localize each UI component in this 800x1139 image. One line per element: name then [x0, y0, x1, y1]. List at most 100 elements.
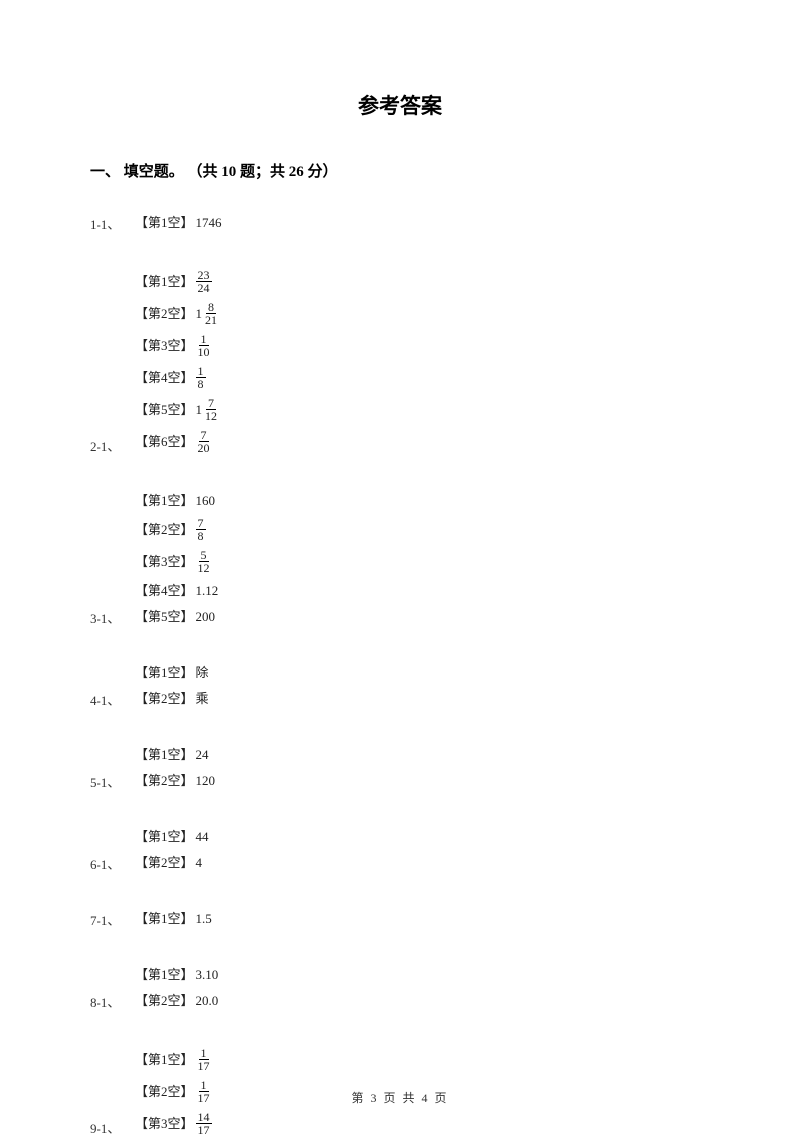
blank-line: 【第2空】78 [135, 513, 218, 545]
question-number: 5-1、 [90, 772, 135, 793]
blank-line: 【第3空】110 [135, 329, 219, 361]
blank-label: 【第1空】 [135, 216, 194, 229]
blank-line: 【第2空】乘 [135, 685, 209, 711]
blank-label: 【第2空】 [135, 994, 194, 1007]
blank-value: 78 [196, 517, 206, 542]
answer-row: 7-1、【第1空】1.5 [90, 905, 710, 931]
blank-line: 【第1空】除 [135, 659, 209, 685]
blank-label: 【第1空】 [135, 666, 194, 679]
question-number: 9-1、 [90, 1118, 135, 1139]
question-number: 2-1、 [90, 436, 135, 457]
blank-label: 【第2空】 [135, 523, 194, 536]
blanks-column: 【第1空】160【第2空】78【第3空】512【第4空】1.12【第5空】200 [135, 487, 218, 629]
page-footer: 第 3 页 共 4 页 [0, 1089, 800, 1106]
blank-label: 【第5空】 [135, 403, 194, 416]
fraction: 712 [203, 397, 219, 422]
blank-label: 【第1空】 [135, 912, 194, 925]
blank-value: 1.12 [196, 584, 219, 597]
fraction: 720 [196, 429, 212, 454]
blank-line: 【第1空】1746 [135, 209, 222, 235]
blank-line: 【第1空】2324 [135, 265, 219, 297]
answers-container: 1-1、【第1空】17462-1、【第1空】2324【第2空】1821【第3空】… [90, 209, 710, 1139]
fraction: 2324 [196, 269, 212, 294]
blank-line: 【第4空】18 [135, 361, 219, 393]
blank-line: 【第1空】24 [135, 741, 215, 767]
page-title: 参考答案 [90, 90, 710, 120]
blanks-column: 【第1空】3.10【第2空】20.0 [135, 961, 218, 1013]
blank-label: 【第3空】 [135, 339, 194, 352]
blank-label: 【第4空】 [135, 371, 194, 384]
blank-line: 【第2空】120 [135, 767, 215, 793]
blank-value: 1.5 [196, 912, 212, 925]
blank-line: 【第1空】1.5 [135, 905, 212, 931]
blank-value: 110 [196, 333, 212, 358]
blank-label: 【第2空】 [135, 307, 194, 320]
fraction: 117 [196, 1047, 212, 1072]
question-number: 1-1、 [90, 214, 135, 235]
fraction: 821 [203, 301, 219, 326]
section-header: 一、 填空题。 （共 10 题；共 26 分） [90, 160, 710, 181]
blank-label: 【第3空】 [135, 555, 194, 568]
answer-row: 2-1、【第1空】2324【第2空】1821【第3空】110【第4空】18【第5… [90, 265, 710, 457]
blank-value: 117 [196, 1047, 212, 1072]
blank-value: 120 [196, 774, 216, 787]
blank-line: 【第1空】117 [135, 1043, 212, 1075]
blank-label: 【第2空】 [135, 856, 194, 869]
blank-line: 【第6空】720 [135, 425, 219, 457]
blank-value: 20.0 [196, 994, 219, 1007]
fraction: 78 [196, 517, 206, 542]
blank-label: 【第1空】 [135, 1053, 194, 1066]
blank-label: 【第2空】 [135, 692, 194, 705]
fraction: 512 [196, 549, 212, 574]
blanks-column: 【第1空】44【第2空】4 [135, 823, 209, 875]
question-number: 8-1、 [90, 992, 135, 1013]
blank-label: 【第1空】 [135, 748, 194, 761]
blank-value: 3.10 [196, 968, 219, 981]
blank-label: 【第1空】 [135, 968, 194, 981]
question-number: 7-1、 [90, 910, 135, 931]
blank-value: 1746 [196, 216, 222, 229]
answer-row: 6-1、【第1空】44【第2空】4 [90, 823, 710, 875]
blank-line: 【第1空】160 [135, 487, 218, 513]
answer-row: 1-1、【第1空】1746 [90, 209, 710, 235]
blank-line: 【第4空】1.12 [135, 577, 218, 603]
blank-value: 除 [196, 666, 209, 679]
blank-value: 1712 [196, 397, 220, 422]
answer-row: 8-1、【第1空】3.10【第2空】20.0 [90, 961, 710, 1013]
blank-value: 1821 [196, 301, 220, 326]
blanks-column: 【第1空】1746 [135, 209, 222, 235]
answer-row: 3-1、【第1空】160【第2空】78【第3空】512【第4空】1.12【第5空… [90, 487, 710, 629]
blank-value: 44 [196, 830, 209, 843]
blank-label: 【第5空】 [135, 610, 194, 623]
blank-line: 【第2空】4 [135, 849, 209, 875]
blanks-column: 【第1空】2324【第2空】1821【第3空】110【第4空】18【第5空】17… [135, 265, 219, 457]
question-number: 6-1、 [90, 854, 135, 875]
blank-value: 24 [196, 748, 209, 761]
blank-label: 【第1空】 [135, 494, 194, 507]
blank-line: 【第1空】44 [135, 823, 209, 849]
answer-row: 5-1、【第1空】24【第2空】120 [90, 741, 710, 793]
blank-label: 【第4空】 [135, 584, 194, 597]
blank-line: 【第3空】512 [135, 545, 218, 577]
fraction: 18 [196, 365, 206, 390]
answer-row: 4-1、【第1空】除【第2空】乘 [90, 659, 710, 711]
blank-line: 【第5空】1712 [135, 393, 219, 425]
blank-label: 【第6空】 [135, 435, 194, 448]
blank-value: 160 [196, 494, 216, 507]
blank-value: 18 [196, 365, 206, 390]
blank-value: 720 [196, 429, 212, 454]
blank-line: 【第5空】200 [135, 603, 218, 629]
blank-line: 【第1空】3.10 [135, 961, 218, 987]
blanks-column: 【第1空】1.5 [135, 905, 212, 931]
blank-value: 512 [196, 549, 212, 574]
question-number: 3-1、 [90, 608, 135, 629]
blank-line: 【第2空】20.0 [135, 987, 218, 1013]
mixed-number: 1712 [196, 397, 220, 422]
blank-label: 【第2空】 [135, 774, 194, 787]
blanks-column: 【第1空】除【第2空】乘 [135, 659, 209, 711]
blank-line: 【第3空】1417 [135, 1107, 212, 1139]
blank-value: 2324 [196, 269, 212, 294]
blank-label: 【第3空】 [135, 1117, 194, 1130]
blank-line: 【第2空】1821 [135, 297, 219, 329]
blank-value: 4 [196, 856, 203, 869]
